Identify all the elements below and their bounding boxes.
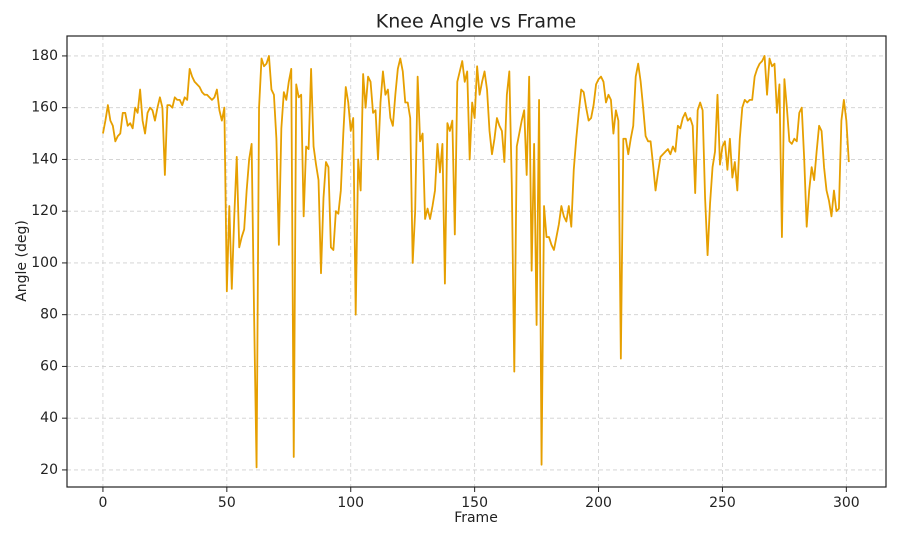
axes-frame bbox=[66, 35, 887, 488]
x-tick-label: 250 bbox=[709, 495, 736, 511]
x-tick-label: 300 bbox=[833, 495, 860, 511]
y-axis-label: Angle (deg) bbox=[14, 220, 30, 302]
y-tick-label: 60 bbox=[40, 358, 58, 374]
chart-title: Knee Angle vs Frame bbox=[376, 11, 576, 33]
x-tick-label: 200 bbox=[585, 495, 612, 511]
y-tick-label: 140 bbox=[31, 151, 58, 167]
plot-area bbox=[102, 55, 850, 469]
y-tick-label: 160 bbox=[31, 100, 58, 116]
x-tick-label: 100 bbox=[337, 495, 364, 511]
y-tick-label: 100 bbox=[31, 255, 58, 271]
x-tick-label: 150 bbox=[461, 495, 488, 511]
x-tick-label: 50 bbox=[218, 495, 236, 511]
y-tick-label: 40 bbox=[40, 410, 58, 426]
y-tick-label: 20 bbox=[40, 462, 58, 478]
x-axis-label: Frame bbox=[454, 510, 498, 526]
data-line bbox=[102, 55, 850, 469]
x-tick-label: 0 bbox=[98, 495, 107, 511]
y-tick-label: 180 bbox=[31, 48, 58, 64]
grid bbox=[67, 36, 886, 487]
y-tick-label: 80 bbox=[40, 307, 58, 323]
y-tick-label: 120 bbox=[31, 203, 58, 219]
